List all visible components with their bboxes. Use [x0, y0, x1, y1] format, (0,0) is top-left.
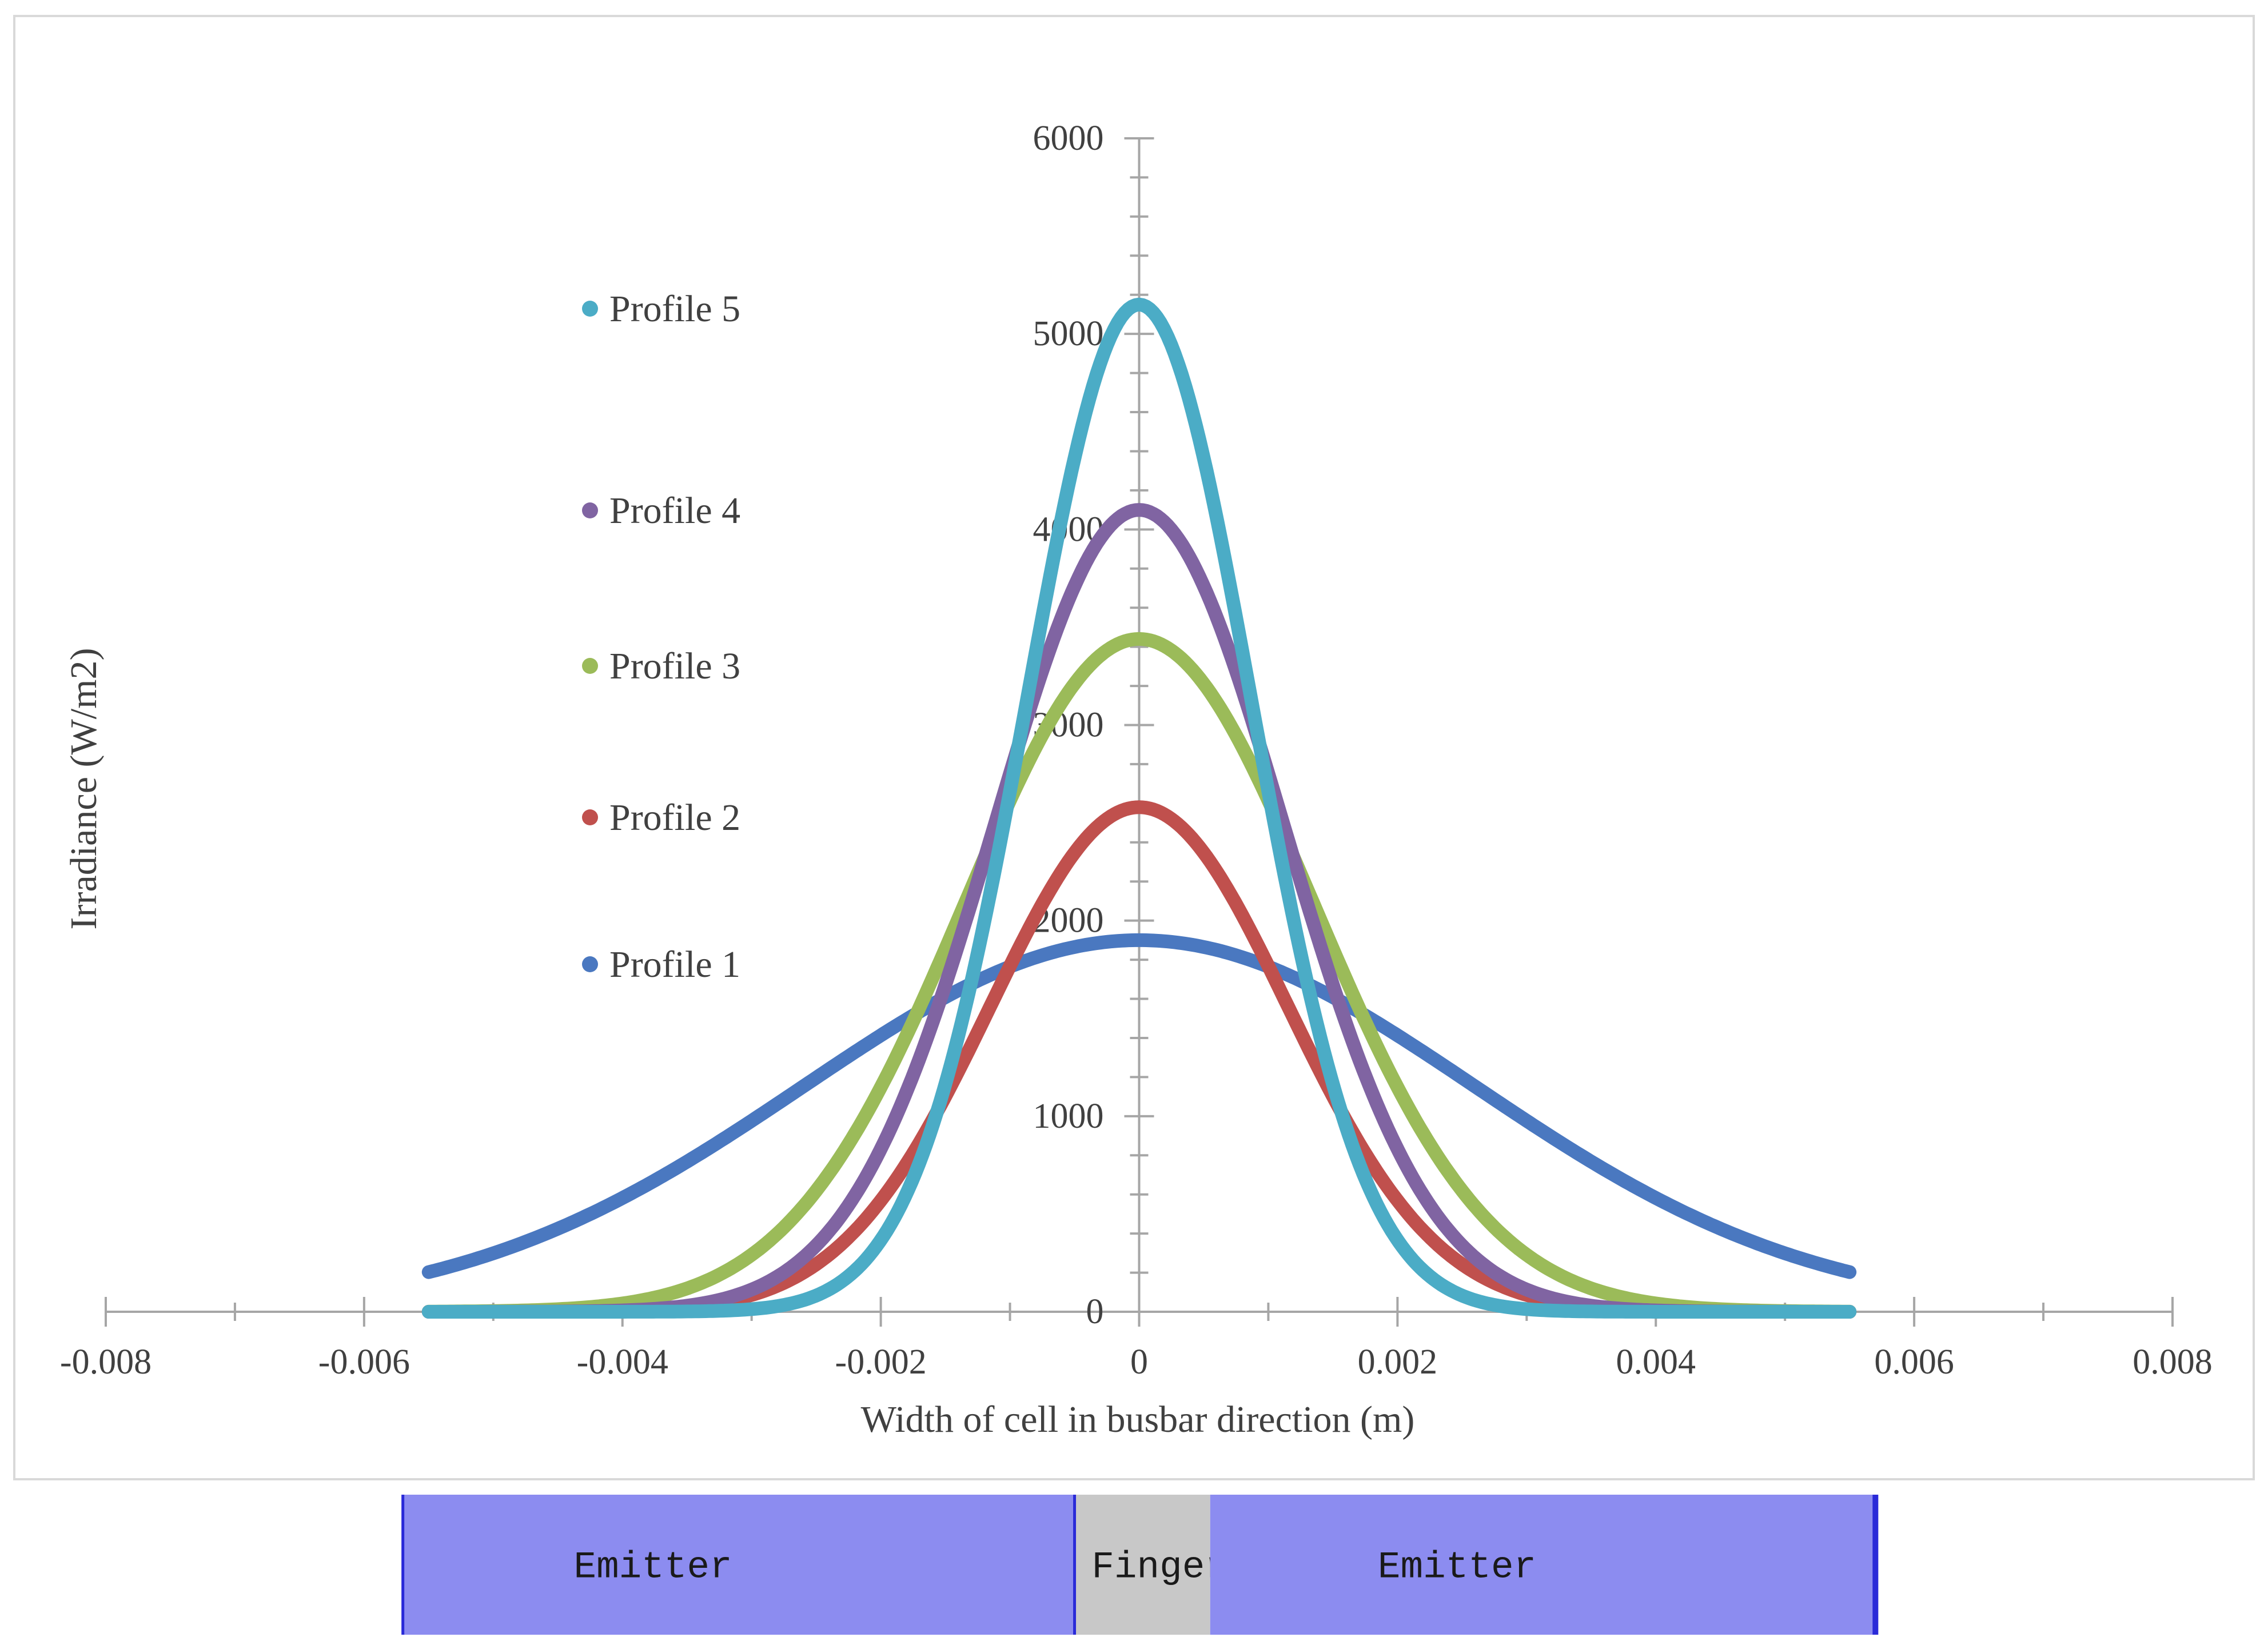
legend-marker [582, 301, 598, 317]
x-tick-label: -0.006 [318, 1343, 410, 1382]
strip-label-finger: Finger [1091, 1546, 1227, 1589]
x-axis-title: Width of cell in busbar direction (m) [861, 1399, 1415, 1440]
y-tick-label: 0 [1086, 1292, 1104, 1331]
series-layer [421, 297, 1857, 1319]
axes: -0.008 -0.006 -0.004 -0.002 0 0.002 0.004 0.006… [60, 119, 2213, 1382]
legend-label: Profile 2 [609, 797, 740, 839]
y-tick-label: 5000 [1033, 314, 1104, 353]
strip-label-emitter: Emitter [573, 1546, 732, 1589]
legend-marker [582, 502, 598, 518]
series-line-profile-3 [421, 632, 1857, 1319]
cell-cross-section-strip: Emitter Finger Emitter [401, 1495, 1879, 1635]
legend-item-profile-3: Profile 3 [582, 645, 740, 687]
y-tick-label: 1000 [1033, 1097, 1104, 1136]
legend-marker [582, 956, 598, 972]
chart-frame [13, 15, 2255, 1480]
legend-label: Profile 5 [609, 288, 740, 330]
legend-item-profile-4: Profile 4 [582, 490, 740, 532]
legend-label: Profile 3 [609, 645, 740, 687]
legend: Profile 5 Profile 4 Profile 3 Profile 2 Prof… [582, 288, 740, 985]
strip-segment-emitter [402, 1495, 1075, 1635]
legend-marker [582, 658, 598, 674]
strip-segment-finger [1074, 1495, 1210, 1635]
legend-item-profile-5: Profile 5 [582, 288, 740, 330]
legend-label: Profile 4 [609, 490, 740, 532]
x-tick-label: 0 [1130, 1343, 1148, 1382]
legend-item-profile-2: Profile 2 [582, 797, 740, 839]
x-tick-label: -0.002 [835, 1343, 927, 1382]
legend-item-profile-1: Profile 1 [582, 944, 740, 985]
x-tick-label: 0.008 [2133, 1343, 2213, 1382]
legend-label: Profile 1 [609, 944, 740, 985]
strip-segment-emitter [1210, 1495, 1876, 1635]
x-tick-label: 0.006 [1874, 1343, 1954, 1382]
legend-marker [582, 809, 598, 825]
x-tick-label: -0.004 [577, 1343, 668, 1382]
x-tick-label: 0.002 [1358, 1343, 1438, 1382]
x-tick-label: -0.008 [60, 1343, 152, 1382]
y-axis-title: Irradiance (W/m2) [63, 648, 105, 930]
y-tick-label: 6000 [1033, 119, 1104, 158]
x-tick-label: 0.004 [1616, 1343, 1696, 1382]
series-line-profile-5 [421, 297, 1857, 1319]
series-line-profile-1 [421, 933, 1857, 1279]
strip-label-emitter: Emitter [1378, 1546, 1536, 1589]
